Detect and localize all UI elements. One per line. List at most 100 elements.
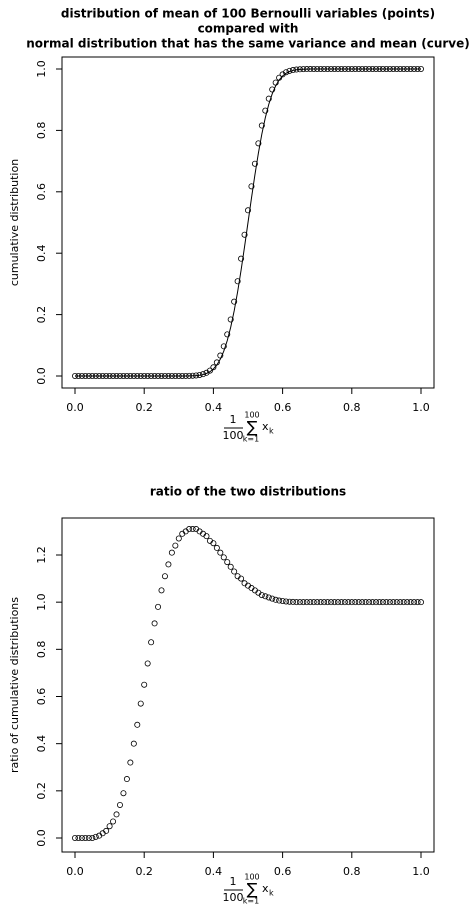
x-tick-label: 1.0: [412, 865, 430, 878]
point: [127, 759, 134, 766]
point: [276, 597, 283, 604]
point: [383, 599, 390, 606]
point: [300, 599, 307, 606]
x-label-subscript: k: [269, 427, 274, 436]
point: [78, 835, 85, 842]
point: [238, 255, 245, 262]
y-axis-label: cumulative distribution: [8, 159, 21, 286]
point: [206, 367, 213, 374]
point: [203, 533, 210, 540]
plot-frame: [61, 56, 435, 389]
point: [283, 598, 290, 605]
y-tick-label: 0.8: [35, 122, 48, 140]
x-tick-label: 0.4: [205, 401, 223, 414]
point: [141, 681, 148, 688]
curve: [75, 68, 421, 377]
point: [82, 835, 89, 842]
point: [407, 599, 414, 606]
x-tick-label: 0.4: [205, 865, 223, 878]
chart-title: compared with: [198, 22, 299, 36]
point: [338, 599, 345, 606]
chart-title: ratio of the two distributions: [150, 485, 346, 499]
y-tick-label: 0.2: [35, 782, 48, 800]
point: [175, 535, 182, 542]
point: [227, 563, 234, 570]
point: [397, 599, 404, 606]
point: [251, 160, 258, 167]
plot-frame: [61, 517, 435, 853]
point: [373, 599, 380, 606]
point: [238, 575, 245, 582]
point: [224, 331, 231, 338]
point: [116, 801, 123, 808]
x-label-lower: k=1: [243, 435, 259, 444]
point: [110, 818, 117, 825]
y-tick-label: 1.0: [35, 60, 48, 78]
point: [303, 599, 310, 606]
x-tick-label: 0.8: [343, 865, 361, 878]
point: [231, 568, 238, 575]
point: [324, 599, 331, 606]
y-tick-label: 0.2: [35, 306, 48, 324]
x-tick-label: 0.0: [66, 865, 84, 878]
point: [328, 599, 335, 606]
point: [369, 599, 376, 606]
point: [210, 540, 217, 547]
point: [92, 833, 99, 840]
point: [189, 526, 196, 533]
x-tick-label: 0.0: [66, 401, 84, 414]
point: [355, 599, 362, 606]
point: [89, 835, 96, 842]
point: [321, 599, 328, 606]
point: [393, 599, 400, 606]
x-label-numerator: 1: [230, 875, 237, 888]
point: [137, 700, 144, 707]
y-tick-label: 0.4: [35, 244, 48, 262]
x-label-term: x: [262, 882, 269, 895]
x-label-subscript: k: [269, 889, 274, 898]
y-tick-label: 0.4: [35, 735, 48, 753]
point: [359, 599, 366, 606]
point: [161, 573, 168, 580]
point: [134, 721, 141, 728]
point: [279, 597, 286, 604]
point: [231, 298, 238, 305]
point: [310, 599, 317, 606]
point: [314, 599, 321, 606]
y-tick-label: 0.8: [35, 641, 48, 659]
point: [130, 740, 137, 747]
point: [307, 599, 314, 606]
point: [148, 639, 155, 646]
x-tick-label: 0.6: [274, 401, 292, 414]
x-label-numerator: 1: [230, 413, 237, 426]
point: [265, 594, 272, 601]
point: [234, 278, 241, 285]
point: [168, 549, 175, 556]
point: [241, 231, 248, 238]
point: [103, 827, 110, 834]
y-axis-label: ratio of cumulative distributions: [8, 597, 21, 773]
point: [404, 599, 411, 606]
point: [417, 599, 424, 606]
point: [345, 599, 352, 606]
point: [186, 526, 193, 533]
point: [75, 835, 82, 842]
y-tick-label: 1.2: [35, 546, 48, 564]
y-tick-label: 1.0: [35, 593, 48, 611]
x-tick-label: 0.2: [135, 865, 153, 878]
chart-title: distribution of mean of 100 Bernoulli va…: [61, 7, 435, 21]
point: [72, 835, 79, 842]
x-label-upper: 100: [244, 873, 259, 882]
point: [210, 364, 217, 371]
point: [213, 544, 220, 551]
point: [255, 140, 262, 147]
y-tick-label: 0.6: [35, 688, 48, 706]
x-tick-label: 0.2: [135, 401, 153, 414]
point: [317, 599, 324, 606]
y-tick-label: 0.6: [35, 183, 48, 201]
point: [331, 599, 338, 606]
point: [217, 549, 224, 556]
point: [158, 587, 165, 594]
point: [269, 595, 276, 602]
